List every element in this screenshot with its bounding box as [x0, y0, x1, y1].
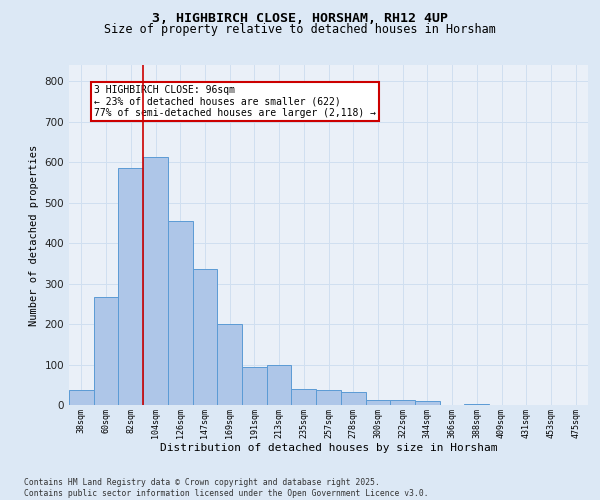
Bar	[168, 221, 193, 405]
Y-axis label: Number of detached properties: Number of detached properties	[29, 144, 39, 326]
Bar	[292, 389, 316, 405]
Bar	[267, 364, 292, 405]
X-axis label: Distribution of detached houses by size in Horsham: Distribution of detached houses by size …	[160, 444, 497, 454]
Text: 3, HIGHBIRCH CLOSE, HORSHAM, RH12 4UP: 3, HIGHBIRCH CLOSE, HORSHAM, RH12 4UP	[152, 12, 448, 26]
Bar	[118, 168, 143, 405]
Bar	[415, 401, 440, 405]
Bar	[341, 392, 365, 405]
Bar	[193, 268, 217, 405]
Bar	[365, 400, 390, 405]
Bar	[69, 390, 94, 405]
Bar	[316, 390, 341, 405]
Bar	[94, 296, 118, 405]
Bar	[242, 368, 267, 405]
Text: Contains HM Land Registry data © Crown copyright and database right 2025.
Contai: Contains HM Land Registry data © Crown c…	[24, 478, 428, 498]
Text: 3 HIGHBIRCH CLOSE: 96sqm
← 23% of detached houses are smaller (622)
77% of semi-: 3 HIGHBIRCH CLOSE: 96sqm ← 23% of detach…	[94, 85, 376, 118]
Text: Size of property relative to detached houses in Horsham: Size of property relative to detached ho…	[104, 22, 496, 36]
Bar	[464, 404, 489, 405]
Bar	[143, 158, 168, 405]
Bar	[217, 324, 242, 405]
Bar	[390, 400, 415, 405]
